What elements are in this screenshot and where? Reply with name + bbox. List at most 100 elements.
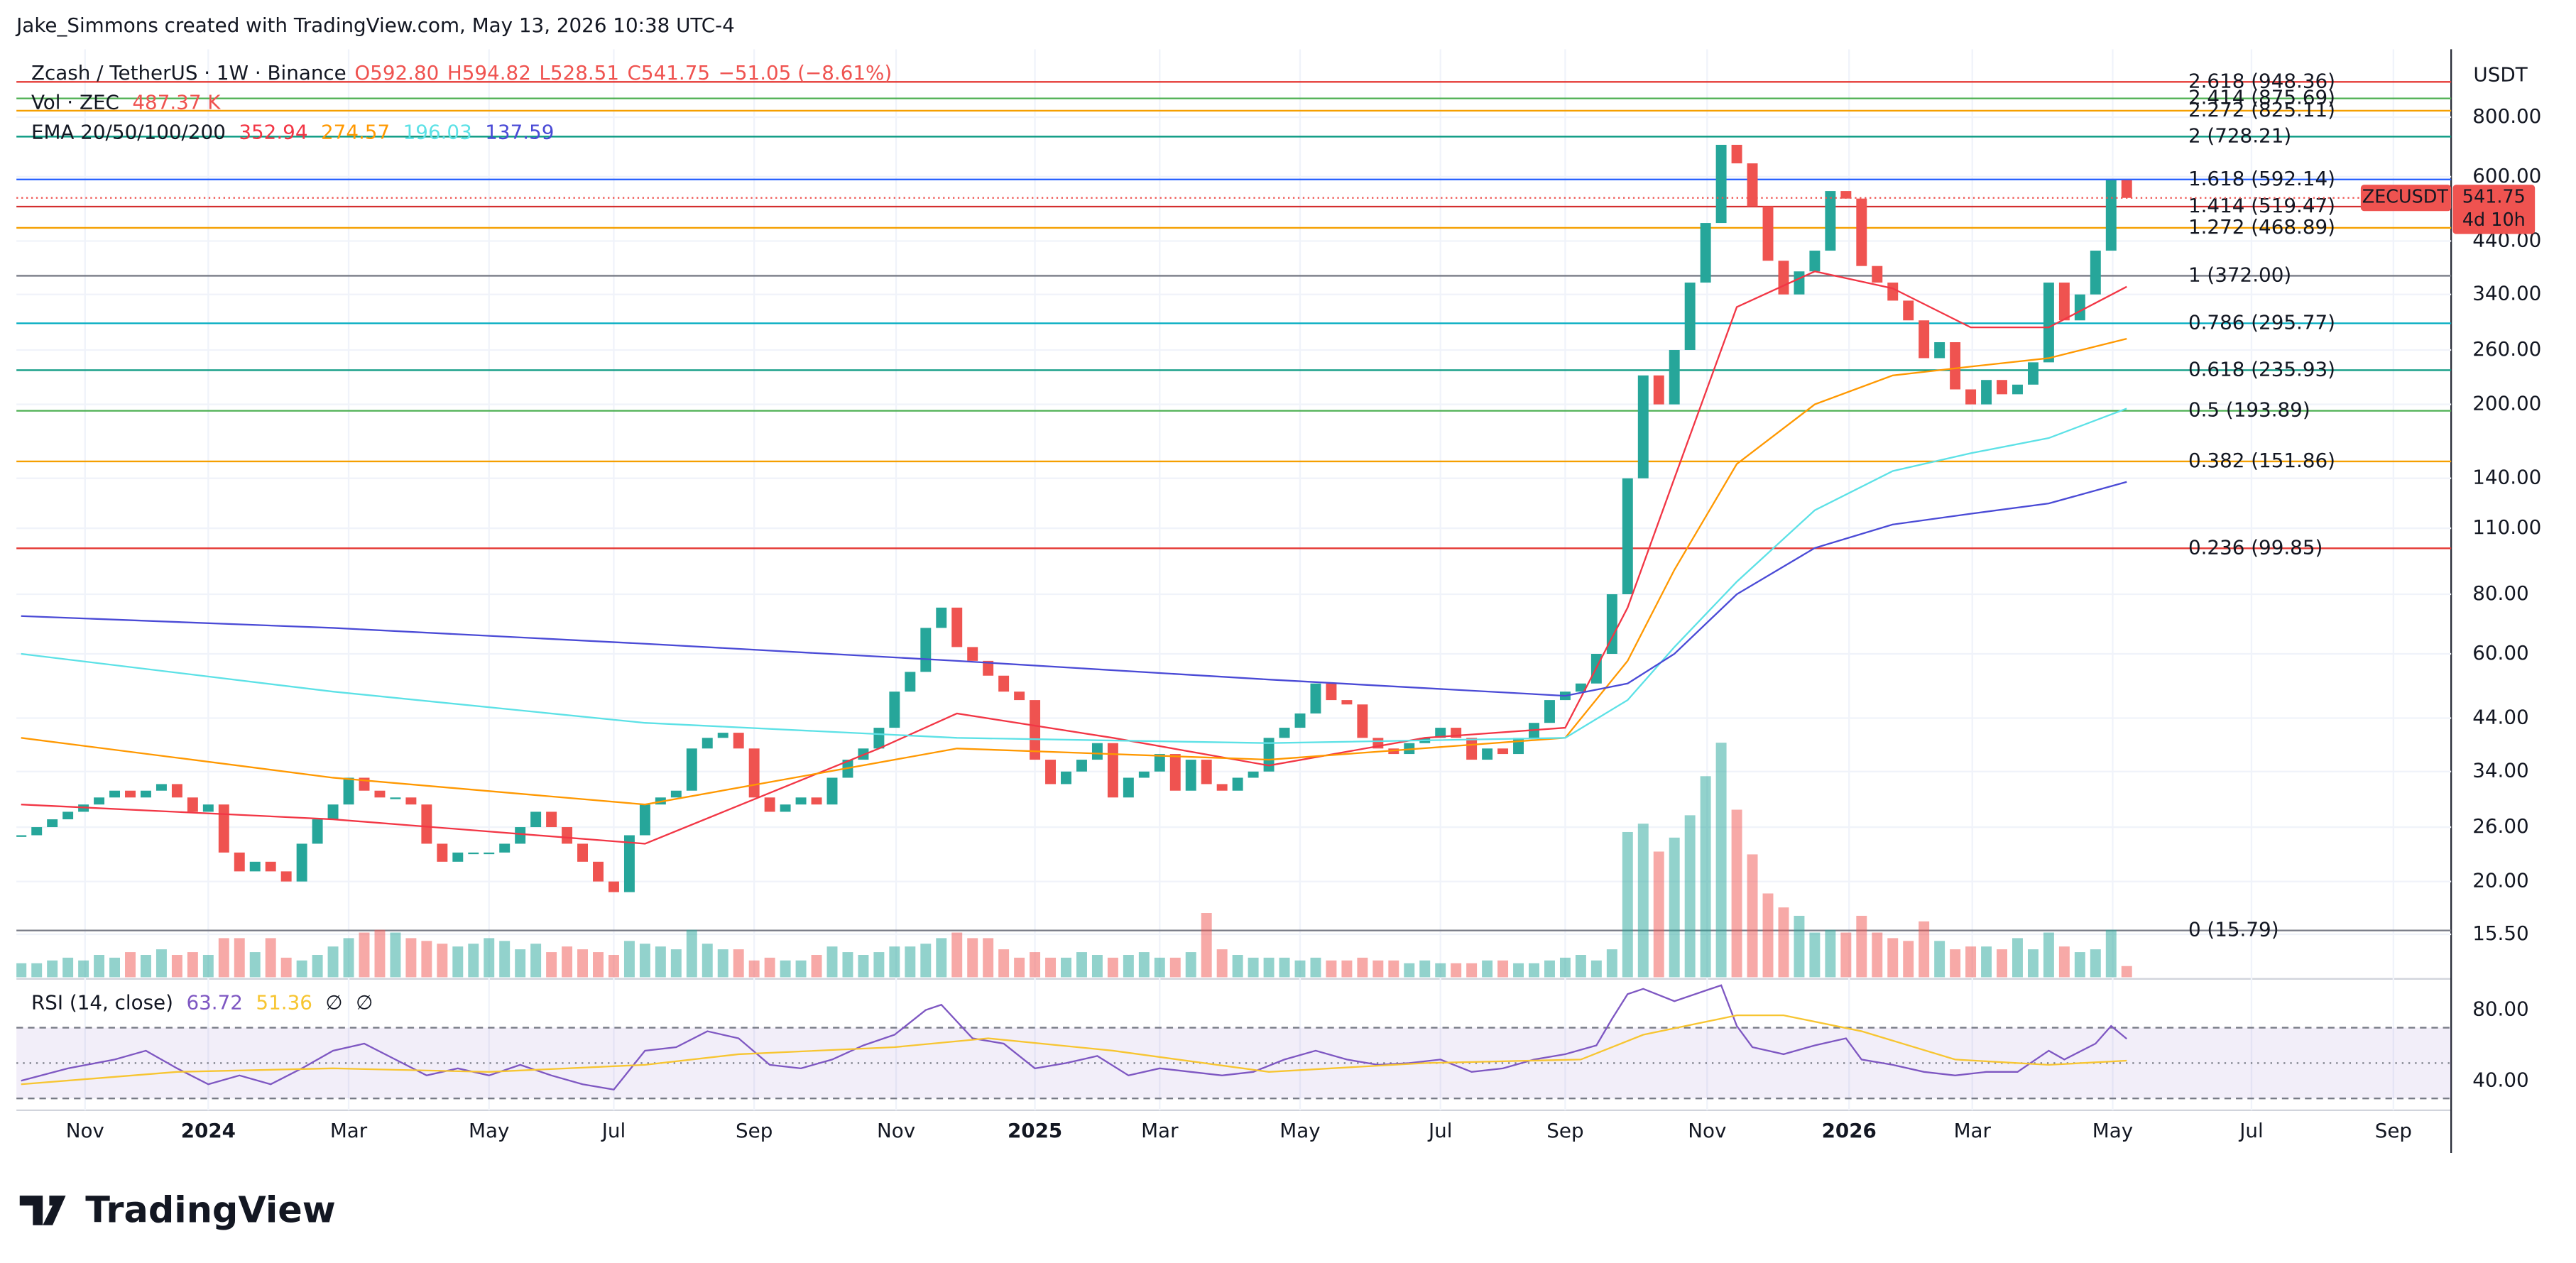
volume-bar bbox=[2074, 952, 2085, 978]
candle-body bbox=[202, 804, 214, 812]
candle-body bbox=[1091, 743, 1103, 760]
candle-body bbox=[1482, 748, 1493, 760]
volume-bar bbox=[702, 944, 713, 978]
candle-body bbox=[562, 827, 573, 844]
attribution: Jake_Simmons created with TradingView.co… bbox=[15, 13, 735, 37]
candle-body bbox=[62, 811, 74, 820]
candle-body bbox=[16, 835, 27, 837]
candle-body bbox=[1950, 342, 1961, 390]
volume-bar bbox=[515, 949, 526, 978]
ema-line bbox=[21, 481, 2127, 697]
candle-body bbox=[1825, 191, 1836, 251]
candle-body bbox=[1497, 748, 1509, 755]
candle-body bbox=[47, 819, 58, 828]
legend-volume-value: 487.37 K bbox=[132, 91, 221, 114]
candle-body bbox=[327, 804, 339, 820]
volume-bar bbox=[249, 952, 261, 978]
rsi-tick-label: 40.00 bbox=[2472, 1068, 2528, 1091]
volume-bar bbox=[2058, 946, 2070, 978]
candle-body bbox=[1872, 266, 1883, 283]
candle-body bbox=[733, 733, 744, 749]
volume-bar bbox=[1466, 963, 1478, 978]
legend-ohlc: L528.51 bbox=[539, 61, 619, 84]
volume-bar bbox=[1076, 952, 1087, 978]
volume-bar bbox=[1123, 955, 1134, 978]
volume-bar bbox=[858, 955, 869, 978]
candle-body bbox=[484, 852, 495, 855]
legend-ema-label: EMA 20/50/100/200 bbox=[31, 120, 226, 143]
volume-bar bbox=[1341, 960, 1353, 978]
candle-body bbox=[1840, 191, 1852, 199]
volume-bar bbox=[265, 938, 276, 978]
candle-body bbox=[390, 797, 401, 799]
fib-label: 0 (15.79) bbox=[2188, 918, 2279, 941]
candle-body bbox=[2121, 180, 2132, 198]
candle-body bbox=[1216, 784, 1228, 791]
volume-bar bbox=[764, 957, 775, 978]
legend-ema-value: 274.57 bbox=[321, 120, 390, 143]
candle-body bbox=[1138, 771, 1150, 778]
candle-body bbox=[780, 804, 791, 812]
x-tick-label: May bbox=[1279, 1119, 1320, 1142]
candle-body bbox=[1934, 342, 1945, 359]
volume-bar bbox=[1404, 963, 1415, 978]
legend-change: −51.05 (−8.61%) bbox=[719, 61, 893, 84]
candle-body bbox=[1544, 700, 1555, 723]
volume-bar bbox=[171, 955, 182, 978]
candle-body bbox=[1606, 594, 1617, 654]
candle-body bbox=[686, 748, 697, 791]
volume-bar bbox=[1590, 960, 1602, 978]
candle-body bbox=[1684, 283, 1696, 351]
volume-bar bbox=[1372, 960, 1384, 978]
ema-line bbox=[21, 270, 2127, 845]
y-tick-label: 34.00 bbox=[2472, 759, 2528, 782]
fib-label: 2.618 (948.36) bbox=[2188, 69, 2335, 92]
volume-bar bbox=[1419, 960, 1431, 978]
volume-bar bbox=[1201, 913, 1212, 978]
volume-bar bbox=[1559, 957, 1571, 978]
volume-bar bbox=[2027, 949, 2039, 978]
candle-body bbox=[1030, 700, 1041, 760]
fib-label: 1.618 (592.14) bbox=[2188, 167, 2335, 190]
volume-bar bbox=[1997, 949, 2007, 978]
volume-bar bbox=[936, 938, 947, 978]
volume-bar bbox=[1965, 946, 1977, 978]
rsi-line bbox=[21, 984, 2127, 1090]
fib-label: 0.618 (235.93) bbox=[2188, 357, 2335, 381]
volume-bar bbox=[1248, 957, 1259, 978]
x-tick-label: Jul bbox=[601, 1119, 626, 1142]
volume-bar bbox=[78, 960, 89, 978]
candle-body bbox=[951, 607, 963, 647]
fib-label: 0.5 (193.89) bbox=[2188, 398, 2310, 422]
candle-body bbox=[1981, 380, 1992, 405]
candle-body bbox=[1997, 380, 2007, 395]
candle-body bbox=[670, 790, 682, 798]
volume-bar bbox=[499, 941, 511, 978]
volume-bar bbox=[280, 957, 292, 978]
candle-body bbox=[546, 811, 557, 828]
legend-ema-value: 352.94 bbox=[239, 120, 307, 143]
legend-symbol: Zcash / TetherUS · 1W · Binance O592.80 H5… bbox=[31, 61, 892, 84]
volume-bar bbox=[1091, 955, 1103, 978]
candle-body bbox=[515, 827, 526, 844]
volume-bar bbox=[1809, 932, 1821, 978]
y-tick-label: 200.00 bbox=[2472, 392, 2541, 415]
x-tick-label: Jul bbox=[1427, 1119, 1452, 1142]
candle-body bbox=[2043, 283, 2054, 363]
volume-bar bbox=[1747, 854, 1758, 978]
candle-body bbox=[109, 790, 120, 798]
candle-body bbox=[1794, 271, 1805, 295]
volume-bar bbox=[484, 938, 495, 978]
volume-bar bbox=[2043, 932, 2054, 978]
y-tick-label: 260.00 bbox=[2472, 337, 2541, 361]
volume-bar bbox=[577, 949, 589, 978]
candle-body bbox=[1731, 144, 1742, 164]
legend-ohlc: H594.82 bbox=[447, 61, 531, 84]
volume-bar bbox=[312, 955, 323, 978]
x-tick-label: Nov bbox=[66, 1119, 104, 1142]
volume-bar bbox=[1185, 952, 1196, 978]
candle-body bbox=[1653, 375, 1664, 405]
legend-ohlc: O592.80 bbox=[354, 61, 439, 84]
rsi-tick-label: 80.00 bbox=[2472, 997, 2528, 1021]
candle-body bbox=[155, 784, 167, 791]
